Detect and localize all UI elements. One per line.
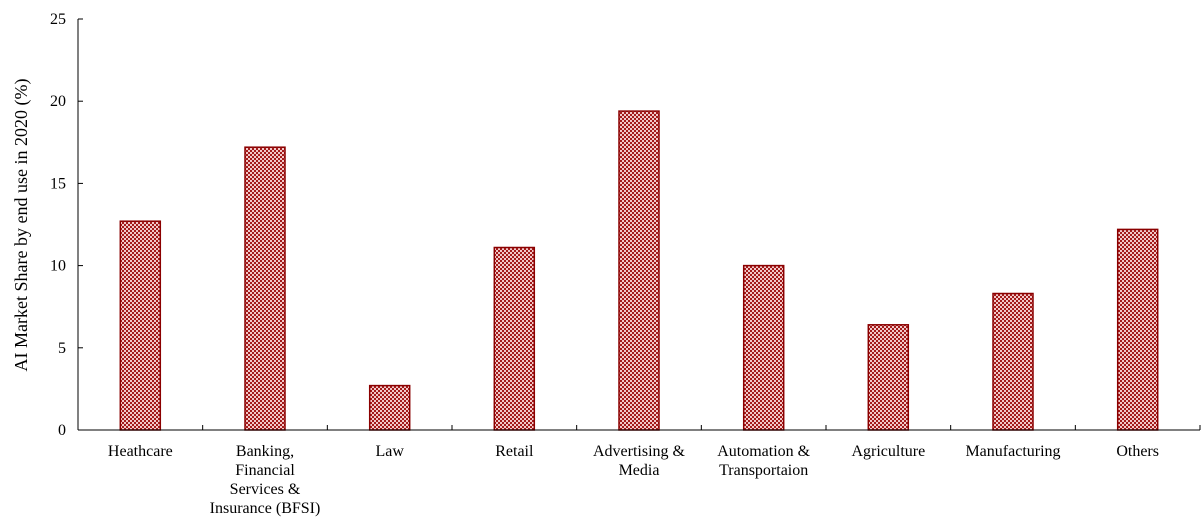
x-tick-label: Agriculture: [851, 443, 925, 460]
bar: [119, 220, 162, 431]
x-tick-label: Law: [375, 443, 404, 460]
y-tick-label: 25: [50, 11, 66, 28]
x-tick-label: Heathcare: [108, 443, 173, 460]
bar: [618, 110, 660, 431]
bar: [368, 384, 411, 431]
x-tick-label: Others: [1116, 443, 1159, 460]
axes-group: [77, 19, 1200, 431]
y-tick-label: 0: [58, 422, 66, 439]
y-axis-title: AI Market Share by end use in 2020 (%): [11, 79, 32, 372]
bar: [992, 292, 1034, 431]
x-tick-label: Manufacturing: [965, 443, 1060, 460]
bar: [493, 246, 536, 431]
bar: [742, 264, 785, 431]
x-tick-label: Automation & Transportaion: [717, 443, 810, 479]
x-tick-label: Advertising & Media: [593, 443, 686, 479]
y-tick-label: 15: [50, 175, 66, 192]
y-tick-label: 10: [50, 258, 66, 275]
y-tick-label: 20: [50, 93, 66, 110]
bar: [244, 146, 286, 431]
y-tick-label: 5: [58, 340, 66, 357]
x-tick-label: Retail: [495, 443, 534, 460]
y-ticks-group: 0 5 10 15 20 25: [50, 11, 83, 439]
bars-group: [119, 110, 1159, 431]
bar: [867, 324, 910, 431]
x-ticks-group: Heathcare Banking, Financial Services & Insu…: [108, 425, 1201, 517]
x-tick-label: Banking, Financial Services & Insurance (BF…: [210, 443, 321, 517]
bar: [1116, 228, 1159, 431]
